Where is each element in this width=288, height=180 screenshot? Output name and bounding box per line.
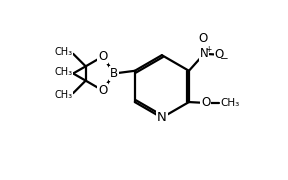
Text: O: O <box>98 84 107 97</box>
Text: O: O <box>201 96 211 109</box>
Text: O: O <box>98 50 107 63</box>
Text: N: N <box>157 111 167 124</box>
Text: CH₃: CH₃ <box>54 47 72 57</box>
Text: −: − <box>219 54 228 64</box>
Text: B: B <box>110 67 118 80</box>
Text: +: + <box>205 45 211 54</box>
Text: N: N <box>200 47 209 60</box>
Text: O: O <box>215 48 224 61</box>
Text: CH₃: CH₃ <box>54 67 72 77</box>
Text: CH₃: CH₃ <box>54 90 72 100</box>
Text: O: O <box>199 32 208 45</box>
Text: CH₃: CH₃ <box>54 70 72 80</box>
Text: CH₃: CH₃ <box>221 98 240 108</box>
